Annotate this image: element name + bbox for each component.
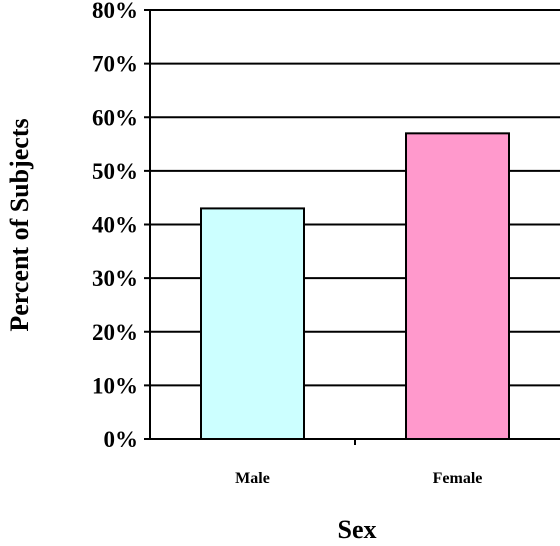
y-tick-label: 10%	[92, 373, 138, 398]
y-tick-label: 0%	[104, 427, 139, 452]
y-tick-label: 70%	[92, 52, 138, 77]
y-tick-label: 80%	[92, 0, 138, 23]
y-tick-label: 60%	[92, 105, 138, 130]
y-tick-label: 30%	[92, 266, 138, 291]
y-tick-label: 50%	[92, 159, 138, 184]
x-category-labels: Male Female	[235, 470, 482, 487]
x-category-label: Male	[235, 470, 270, 487]
y-tick-label: 20%	[92, 320, 138, 345]
y-tick-labels: 0% 10% 20% 30% 40% 50% 60% 70% 80%	[92, 0, 138, 452]
y-tick-label: 40%	[92, 213, 138, 238]
bar-male	[200, 207, 305, 440]
axes	[144, 9, 560, 445]
bars	[200, 132, 510, 440]
x-category-label: Female	[433, 470, 483, 487]
bar-female	[405, 132, 510, 440]
y-axis-title: Percent of Subjects	[5, 118, 34, 331]
x-axis-title: Sex	[338, 515, 377, 544]
